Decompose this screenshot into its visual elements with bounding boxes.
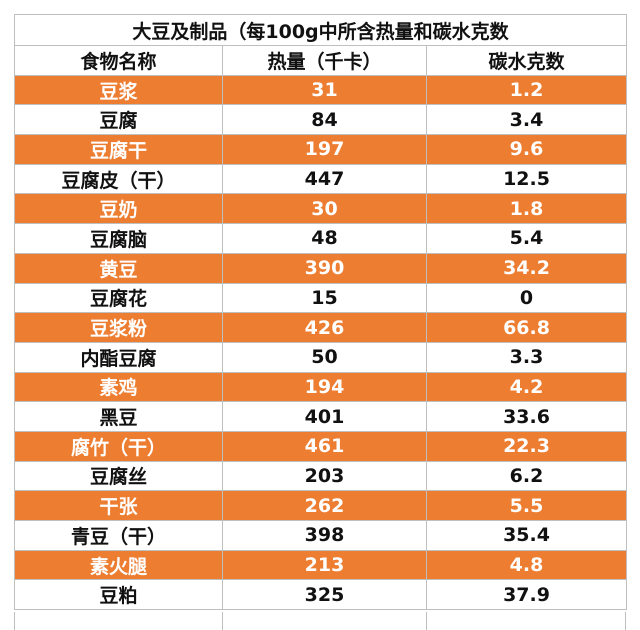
calories-cell: 194 [222, 371, 427, 403]
header-food-name: 食物名称 [14, 45, 223, 76]
food-name-cell: 素火腿 [14, 549, 223, 581]
calories-cell: 15 [222, 282, 427, 314]
title-row: 大豆及制品（每100g中所含热量和碳水克数 [13, 14, 628, 46]
food-name-cell: 内酯豆腐 [14, 341, 223, 373]
food-name-cell: 豆腐丝 [14, 460, 223, 492]
carbs-cell: 22.3 [425, 430, 628, 462]
food-name-cell: 青豆（干） [14, 520, 223, 551]
calories-cell: 461 [222, 430, 427, 462]
food-name-cell: 豆腐花 [14, 282, 223, 314]
calories-cell: 48 [222, 223, 427, 254]
table-row: 豆浆粉 426 66.8 [14, 312, 628, 343]
grid-line [625, 612, 626, 630]
carbs-cell: 6.2 [425, 460, 628, 492]
table-title: 大豆及制品（每100g中所含热量和碳水克数 [13, 14, 628, 46]
carbs-cell: 35.4 [425, 520, 628, 551]
table-row: 黄豆 390 34.2 [14, 252, 628, 284]
calories-cell: 426 [222, 312, 427, 343]
table-row: 黑豆 401 33.6 [14, 401, 628, 432]
calories-cell: 197 [222, 134, 427, 165]
table-row: 豆奶 30 1.8 [14, 193, 628, 225]
calories-cell: 31 [222, 74, 427, 106]
calories-cell: 203 [222, 460, 427, 492]
carbs-cell: 1.8 [425, 193, 628, 225]
table-row: 豆浆 31 1.2 [14, 74, 628, 106]
calories-cell: 401 [222, 401, 427, 432]
table-row: 青豆（干） 398 35.4 [14, 520, 628, 551]
carbs-cell: 12.5 [425, 163, 628, 195]
table-row: 素鸡 194 4.2 [14, 371, 628, 403]
food-name-cell: 豆腐干 [14, 134, 223, 165]
calories-cell: 390 [222, 252, 427, 284]
food-name-cell: 豆粕 [14, 579, 223, 611]
calories-cell: 213 [222, 549, 427, 581]
carbs-cell: 34.2 [425, 252, 628, 284]
carbs-cell: 5.5 [425, 490, 628, 521]
carbs-cell: 1.2 [425, 74, 628, 106]
table-row: 素火腿 213 4.8 [14, 549, 628, 581]
food-name-cell: 豆腐 [14, 104, 223, 136]
table-row: 腐竹（干） 461 22.3 [14, 430, 628, 462]
food-name-cell: 腐竹（干） [14, 430, 223, 462]
table-row: 豆腐花 15 0 [14, 282, 628, 314]
calories-cell: 447 [222, 163, 427, 195]
carbs-cell: 3.4 [425, 104, 628, 136]
calories-cell: 84 [222, 104, 427, 136]
carbs-cell: 66.8 [425, 312, 628, 343]
table-body: 豆浆 31 1.2 豆腐 84 3.4 豆腐干 197 9.6 豆腐皮（干） 447 12.5 豆奶 30… [14, 74, 628, 611]
carbs-cell: 37.9 [425, 579, 628, 611]
carbs-cell: 9.6 [425, 134, 628, 165]
food-name-cell: 素鸡 [14, 371, 223, 403]
carbs-cell: 0 [425, 282, 628, 314]
table-row: 豆腐脑 48 5.4 [14, 223, 628, 254]
table-row: 内酯豆腐 50 3.3 [14, 341, 628, 373]
carbs-cell: 5.4 [425, 223, 628, 254]
table-row: 豆粕 325 37.9 [14, 579, 628, 611]
calories-cell: 50 [222, 341, 427, 373]
nutrition-table: 大豆及制品（每100g中所含热量和碳水克数 食物名称 热量（千卡） 碳水克数 豆… [13, 14, 628, 611]
food-name-cell: 豆腐脑 [14, 223, 223, 254]
grid-line [222, 612, 223, 630]
carbs-cell: 4.8 [425, 549, 628, 581]
grid-line [426, 612, 427, 630]
header-carbs: 碳水克数 [425, 45, 628, 76]
calories-cell: 325 [222, 579, 427, 611]
food-name-cell: 豆奶 [14, 193, 223, 225]
carbs-cell: 3.3 [425, 341, 628, 373]
table-row: 豆腐皮（干） 447 12.5 [14, 163, 628, 195]
table-row: 豆腐干 197 9.6 [14, 134, 628, 165]
food-name-cell: 豆腐皮（干） [14, 163, 223, 195]
table-row: 干张 262 5.5 [14, 490, 628, 521]
food-name-cell: 黄豆 [14, 252, 223, 284]
carbs-cell: 4.2 [425, 371, 628, 403]
header-row: 食物名称 热量（千卡） 碳水克数 [14, 45, 628, 76]
food-name-cell: 干张 [14, 490, 223, 521]
grid-line [14, 612, 15, 630]
table-row: 豆腐丝 203 6.2 [14, 460, 628, 492]
table-row: 豆腐 84 3.4 [14, 104, 628, 136]
calories-cell: 262 [222, 490, 427, 521]
food-name-cell: 黑豆 [14, 401, 223, 432]
calories-cell: 30 [222, 193, 427, 225]
calories-cell: 398 [222, 520, 427, 551]
carbs-cell: 33.6 [425, 401, 628, 432]
food-name-cell: 豆浆粉 [14, 312, 223, 343]
header-calories: 热量（千卡） [222, 45, 427, 76]
food-name-cell: 豆浆 [14, 74, 223, 106]
